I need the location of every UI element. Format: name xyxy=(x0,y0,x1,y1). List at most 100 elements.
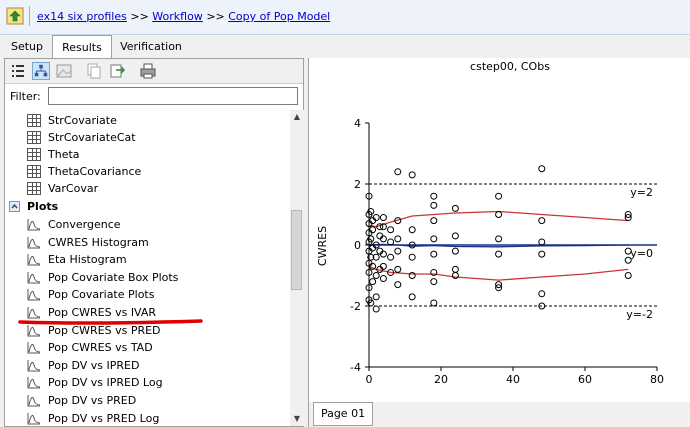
tree-item-label: StrCovariateCat xyxy=(48,131,136,144)
plots-group-header: Plots xyxy=(27,200,59,213)
reference-line-label: y=2 xyxy=(630,186,653,199)
scrollbar-thumb[interactable] xyxy=(291,210,302,290)
data-point xyxy=(538,217,546,225)
filter-label: Filter: xyxy=(10,90,41,103)
export-icon[interactable] xyxy=(108,62,126,80)
data-point xyxy=(408,226,416,234)
plot-icon xyxy=(27,412,41,425)
data-point xyxy=(624,211,632,218)
data-point xyxy=(408,272,416,279)
data-point xyxy=(495,235,503,243)
data-point xyxy=(387,268,395,276)
data-point xyxy=(367,299,375,307)
data-point xyxy=(430,192,438,200)
data-point xyxy=(430,299,438,307)
data-point xyxy=(394,265,402,273)
back-arrow-icon[interactable] xyxy=(6,6,24,26)
data-point xyxy=(624,214,632,222)
data-point xyxy=(538,302,546,310)
breadcrumb-link-project[interactable]: ex14 six profiles xyxy=(37,10,127,23)
y-tick-label: -2 xyxy=(350,300,361,313)
tab-results[interactable]: Results xyxy=(52,35,112,59)
y-axis-label: CWRES xyxy=(316,226,329,266)
data-point xyxy=(451,204,459,212)
data-point xyxy=(379,250,387,258)
data-point xyxy=(394,281,402,289)
x-tick-label: 80 xyxy=(650,373,664,386)
tree-item-label: Pop DV vs IPRED xyxy=(48,358,140,372)
data-point xyxy=(451,272,459,279)
data-point xyxy=(451,247,459,255)
data-point xyxy=(379,262,387,270)
data-point xyxy=(379,223,387,231)
data-point xyxy=(369,278,377,286)
plot-icon xyxy=(27,271,41,284)
data-point xyxy=(495,281,503,289)
plot-icon xyxy=(27,324,41,337)
data-point xyxy=(365,284,373,292)
tree-item-label: Pop DV vs IPRED Log xyxy=(48,376,163,390)
copy-icon[interactable] xyxy=(85,62,103,80)
tree-item-label: Theta xyxy=(48,148,80,161)
table-icon xyxy=(27,182,41,195)
data-point xyxy=(538,238,546,246)
table-icon xyxy=(27,148,41,161)
results-toolbar xyxy=(5,59,303,84)
scroll-down-arrow-icon[interactable]: ▼ xyxy=(293,414,301,423)
data-point xyxy=(379,275,387,283)
table-icon xyxy=(27,131,41,144)
data-point xyxy=(430,250,438,258)
y-tick-label: -4 xyxy=(350,361,361,374)
data-point xyxy=(430,235,438,243)
data-point xyxy=(430,278,438,286)
print-icon[interactable] xyxy=(139,62,157,80)
breadcrumb-link-workflow[interactable]: Workflow xyxy=(152,10,203,23)
data-point xyxy=(495,284,503,292)
plot-icon xyxy=(27,254,41,266)
x-tick-label: 20 xyxy=(434,373,448,386)
data-point xyxy=(624,247,632,255)
tree-item-label: Convergence xyxy=(48,218,121,231)
scroll-up-arrow-icon[interactable]: ▲ xyxy=(293,112,301,121)
data-point xyxy=(379,214,387,222)
y-tick-label: 0 xyxy=(354,239,361,252)
data-point xyxy=(624,272,632,279)
chart-title: cstep00, CObs xyxy=(470,60,550,73)
tree-scrollbar[interactable]: ▲ ▼ xyxy=(290,110,304,426)
y-tick-label: 2 xyxy=(354,178,361,191)
image-icon[interactable] xyxy=(55,62,73,80)
x-tick-label: 60 xyxy=(578,373,592,386)
data-point xyxy=(394,217,402,225)
tab-page-01[interactable]: Page 01 xyxy=(313,402,373,426)
data-point xyxy=(408,293,416,301)
breadcrumb-link-model[interactable]: Copy of Pop Model xyxy=(228,10,331,23)
smoother-line xyxy=(368,265,629,281)
tree-view-icon[interactable] xyxy=(32,62,50,80)
data-point xyxy=(408,171,416,179)
data-point xyxy=(394,235,402,243)
breadcrumb-separator: >> xyxy=(206,10,225,23)
filter-input[interactable] xyxy=(48,87,298,105)
data-point xyxy=(376,223,384,231)
plot-icon xyxy=(27,377,41,389)
data-point xyxy=(495,211,503,218)
reference-line-label: y=0 xyxy=(630,247,653,260)
breadcrumb-divider xyxy=(29,6,30,26)
tree-item-label: Pop CWRES vs PRED xyxy=(48,323,161,337)
list-view-icon[interactable] xyxy=(9,62,27,80)
data-point xyxy=(624,256,632,264)
tree-item-label: Pop DV vs PRED xyxy=(48,394,137,407)
collapse-chevron-icon[interactable] xyxy=(9,201,20,212)
filter-row: Filter: xyxy=(5,86,303,108)
tab-setup[interactable]: Setup xyxy=(10,40,44,53)
data-point xyxy=(367,253,375,261)
data-point xyxy=(372,305,380,313)
tab-verification[interactable]: Verification xyxy=(120,40,182,53)
tree-item-label: CWRES Histogram xyxy=(48,235,149,249)
data-point xyxy=(394,247,402,255)
results-tree: StrCovariate StrCovariateCat Theta Theta… xyxy=(5,110,289,426)
data-point xyxy=(379,235,387,243)
data-point xyxy=(367,207,375,215)
